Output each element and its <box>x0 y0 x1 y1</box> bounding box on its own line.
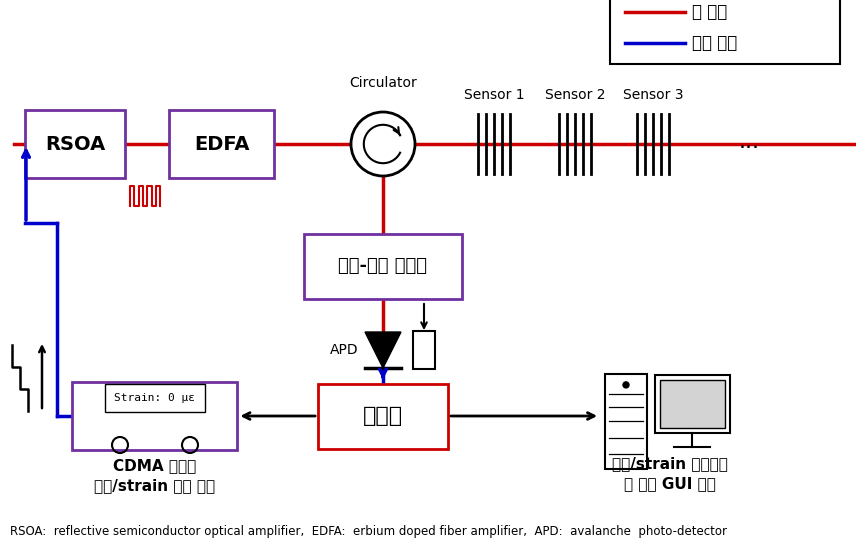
Text: 을 위한 GUI 구축: 을 위한 GUI 구축 <box>624 477 716 491</box>
Text: Sensor 2: Sensor 2 <box>544 88 605 102</box>
Bar <box>304 233 462 299</box>
Text: CDMA 기반의: CDMA 기반의 <box>113 458 197 473</box>
Bar <box>605 374 647 468</box>
Text: 광 신호: 광 신호 <box>692 3 728 21</box>
Text: Strain: 0 με: Strain: 0 με <box>115 393 195 403</box>
Bar <box>610 0 840 64</box>
Text: RSOA: RSOA <box>45 134 105 153</box>
Text: 증폭기: 증폭기 <box>363 406 403 426</box>
Text: ...: ... <box>739 132 759 152</box>
Text: EDFA: EDFA <box>194 134 250 153</box>
Text: 온도/strain 측정 보드: 온도/strain 측정 보드 <box>94 478 216 493</box>
Bar <box>105 384 205 412</box>
Bar <box>73 382 237 450</box>
Text: 온도/strain 모니터링: 온도/strain 모니터링 <box>612 456 728 472</box>
Circle shape <box>351 112 415 176</box>
Bar <box>25 110 125 178</box>
Bar <box>413 331 435 369</box>
Text: 전기 신호: 전기 신호 <box>692 34 737 52</box>
Text: Sensor 1: Sensor 1 <box>464 88 525 102</box>
Bar <box>660 380 725 428</box>
Bar <box>318 384 448 448</box>
Text: RSOA:  reflective semiconductor optical amplifier,  EDFA:  erbium doped fiber am: RSOA: reflective semiconductor optical a… <box>10 525 727 538</box>
Text: Sensor 3: Sensor 3 <box>623 88 683 102</box>
Text: Circulator: Circulator <box>349 76 417 90</box>
Bar <box>169 110 275 178</box>
Polygon shape <box>365 332 401 368</box>
Text: 파장-시간 변환부: 파장-시간 변환부 <box>338 257 427 275</box>
Text: APD: APD <box>330 343 359 357</box>
Circle shape <box>623 382 629 388</box>
Bar <box>655 375 730 433</box>
